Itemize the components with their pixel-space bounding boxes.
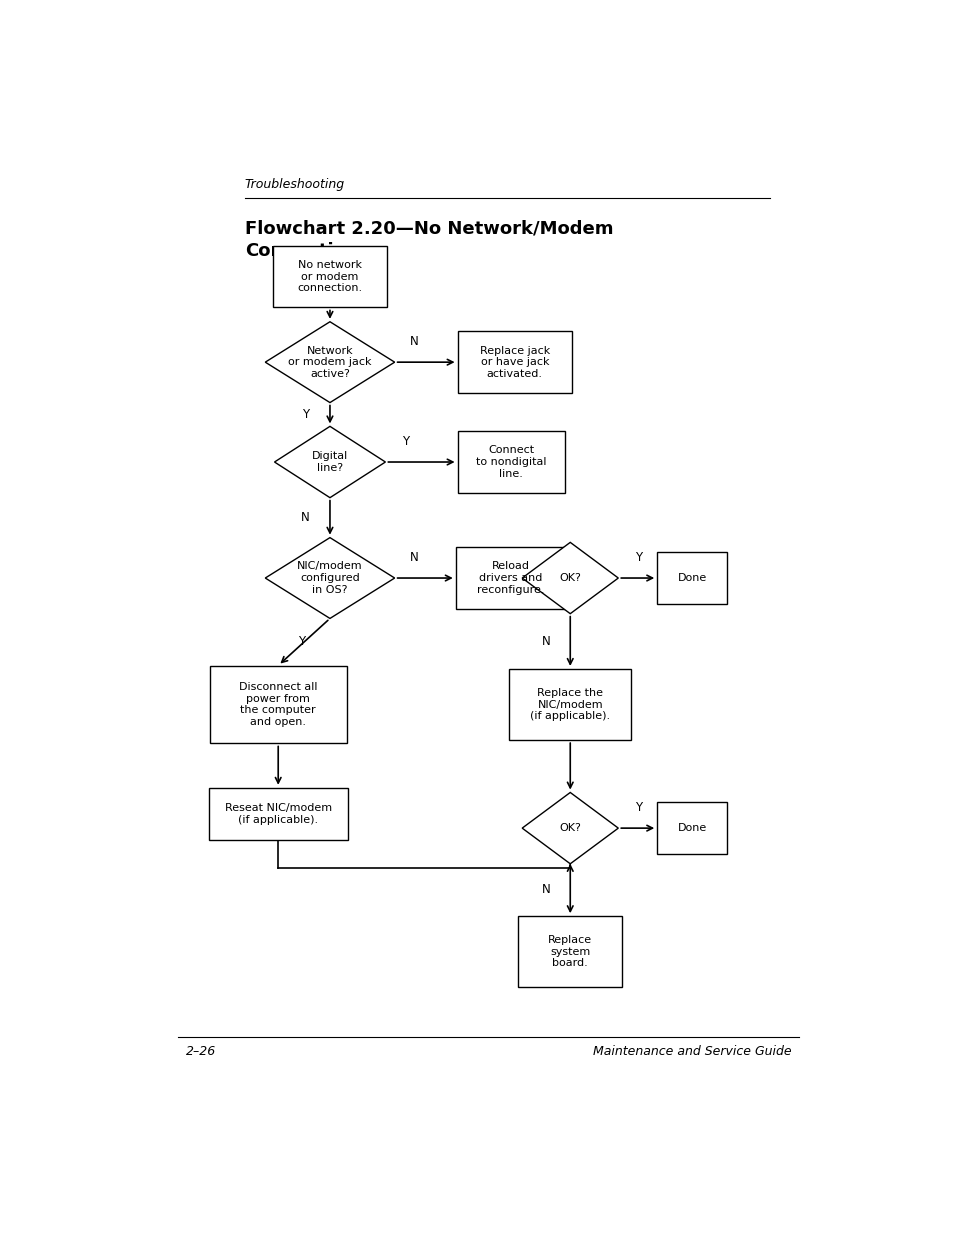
Text: Digital
line?: Digital line? xyxy=(312,451,348,473)
Text: Disconnect all
power from
the computer
and open.: Disconnect all power from the computer a… xyxy=(238,682,317,727)
Text: Done: Done xyxy=(677,824,706,834)
FancyBboxPatch shape xyxy=(457,431,564,493)
Text: N: N xyxy=(410,335,418,348)
Text: Network
or modem jack
active?: Network or modem jack active? xyxy=(288,346,372,379)
FancyBboxPatch shape xyxy=(657,552,726,604)
FancyBboxPatch shape xyxy=(456,547,566,609)
Text: Reseat NIC/modem
(if applicable).: Reseat NIC/modem (if applicable). xyxy=(224,803,332,825)
FancyBboxPatch shape xyxy=(518,916,621,988)
Polygon shape xyxy=(274,426,385,498)
Text: N: N xyxy=(541,635,550,648)
Text: OK?: OK? xyxy=(558,824,580,834)
Text: N: N xyxy=(410,551,418,563)
Text: N: N xyxy=(541,883,550,897)
Text: Maintenance and Service Guide: Maintenance and Service Guide xyxy=(593,1045,791,1058)
Text: Replace
system
board.: Replace system board. xyxy=(548,935,592,968)
Text: Replace jack
or have jack
activated.: Replace jack or have jack activated. xyxy=(479,346,549,379)
Polygon shape xyxy=(521,542,618,614)
Text: Reload
drivers and
reconfigure.: Reload drivers and reconfigure. xyxy=(476,562,544,594)
Text: N: N xyxy=(301,511,310,524)
Text: OK?: OK? xyxy=(558,573,580,583)
Text: Replace the
NIC/modem
(if applicable).: Replace the NIC/modem (if applicable). xyxy=(530,688,610,721)
Text: Y: Y xyxy=(302,408,309,421)
FancyBboxPatch shape xyxy=(509,669,631,740)
Text: Y: Y xyxy=(401,435,409,447)
Text: Flowchart 2.20—No Network/Modem
Connection: Flowchart 2.20—No Network/Modem Connecti… xyxy=(245,220,613,259)
Text: NIC/modem
configured
in OS?: NIC/modem configured in OS? xyxy=(296,562,362,594)
Text: Done: Done xyxy=(677,573,706,583)
FancyBboxPatch shape xyxy=(657,802,726,855)
Text: 2–26: 2–26 xyxy=(186,1045,215,1058)
Polygon shape xyxy=(265,537,395,619)
Text: Troubleshooting: Troubleshooting xyxy=(245,178,345,191)
Text: Y: Y xyxy=(298,636,305,648)
FancyBboxPatch shape xyxy=(457,331,572,393)
Polygon shape xyxy=(265,322,395,403)
FancyBboxPatch shape xyxy=(209,788,347,840)
Polygon shape xyxy=(521,793,618,863)
Text: Y: Y xyxy=(634,800,641,814)
FancyBboxPatch shape xyxy=(210,666,346,743)
Text: No network
or modem
connection.: No network or modem connection. xyxy=(297,261,362,293)
Text: Connect
to nondigital
line.: Connect to nondigital line. xyxy=(476,446,546,479)
FancyBboxPatch shape xyxy=(273,246,387,308)
Text: Y: Y xyxy=(634,551,641,563)
